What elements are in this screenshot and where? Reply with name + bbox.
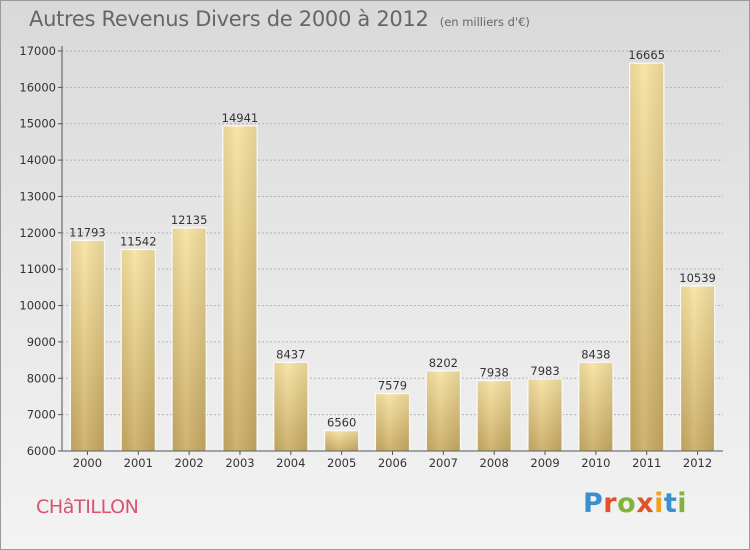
bar-shade <box>121 249 156 451</box>
x-axis-tick-labels: 2000 2001 2002 2003 2004 2005 2006 2007 2008 2009… <box>73 456 712 470</box>
bar-value-label: 6560 <box>327 416 356 430</box>
bar-shade <box>477 380 512 451</box>
logo-letter: i <box>677 488 688 519</box>
bar-value-label: 8438 <box>581 347 610 361</box>
chart-title: Autres Revenus Divers de 2000 à 2012 <box>29 7 429 31</box>
logo-letter: i <box>654 488 664 519</box>
bar-value-label: 7579 <box>378 379 407 393</box>
y-axis-tick-labels: 6000 7000 8000 9000 10000 11000 12000 13000 1400… <box>19 44 56 458</box>
x-tick-label: 2012 <box>683 456 712 470</box>
x-tick-label: 2011 <box>632 456 661 470</box>
y-tick-label: 8000 <box>27 371 56 385</box>
bar-value-label: 8202 <box>429 356 458 370</box>
y-tick-label: 14000 <box>19 153 56 167</box>
bar-shade <box>528 378 563 451</box>
bar-shade <box>375 393 410 451</box>
x-tick-label: 2005 <box>327 456 356 470</box>
y-tick-label: 13000 <box>19 189 56 203</box>
x-tick-label: 2007 <box>429 456 458 470</box>
value-labels: 11793 11542 12135 14941 8437 6560 7579 8202 7938… <box>69 48 716 429</box>
bar-value-label: 7983 <box>530 364 559 378</box>
x-tick-label: 2010 <box>581 456 610 470</box>
bar-value-label: 10539 <box>679 271 716 285</box>
x-tick-label: 2009 <box>530 456 559 470</box>
y-tick-label: 16000 <box>19 80 56 94</box>
bar-value-label: 7938 <box>480 366 509 380</box>
bar-shade <box>680 285 715 451</box>
bar-shade <box>629 63 664 451</box>
bar-value-label: 8437 <box>276 347 305 361</box>
y-tick-label: 17000 <box>19 44 56 58</box>
axes <box>58 46 723 455</box>
x-tick-label: 2004 <box>276 456 305 470</box>
bar-shade <box>273 362 308 451</box>
bar-value-label: 14941 <box>222 111 259 125</box>
chart-subtitle: (en milliers d'€) <box>439 15 530 29</box>
y-tick-label: 15000 <box>19 117 56 131</box>
logo-letter: x <box>636 488 655 519</box>
proxiti-logo[interactable]: Proxiti <box>583 488 687 519</box>
y-tick-label: 9000 <box>27 335 56 349</box>
bar-value-label: 11793 <box>69 225 106 239</box>
x-tick-label: 2000 <box>73 456 102 470</box>
x-tick-label: 2001 <box>124 456 153 470</box>
title-line: Autres Revenus Divers de 2000 à 2012 (en… <box>29 7 530 31</box>
y-tick-label: 12000 <box>19 226 56 240</box>
location-label: CHâTILLON <box>36 496 139 518</box>
bar-shade <box>324 430 359 451</box>
bar-shade <box>426 370 461 451</box>
bar-value-label: 11542 <box>120 234 157 248</box>
logo-letter: P <box>583 488 604 519</box>
y-tick-label: 11000 <box>19 262 56 276</box>
bar-value-label: 16665 <box>628 48 665 62</box>
bar-value-label: 12135 <box>171 213 208 227</box>
x-tick-label: 2002 <box>174 456 203 470</box>
y-tick-label: 10000 <box>19 299 56 313</box>
bar-shade <box>578 362 613 451</box>
x-tick-label: 2006 <box>378 456 407 470</box>
y-tick-label: 6000 <box>27 444 56 458</box>
bar-shade <box>172 227 207 451</box>
logo-letter: o <box>617 488 637 519</box>
bars <box>69 62 716 452</box>
bar-shade <box>70 240 105 451</box>
logo-letter: r <box>603 488 618 519</box>
logo-letter: t <box>663 488 678 519</box>
x-tick-label: 2003 <box>225 456 254 470</box>
x-tick-label: 2008 <box>480 456 509 470</box>
y-tick-label: 7000 <box>27 408 56 422</box>
bar-shade <box>222 125 257 451</box>
